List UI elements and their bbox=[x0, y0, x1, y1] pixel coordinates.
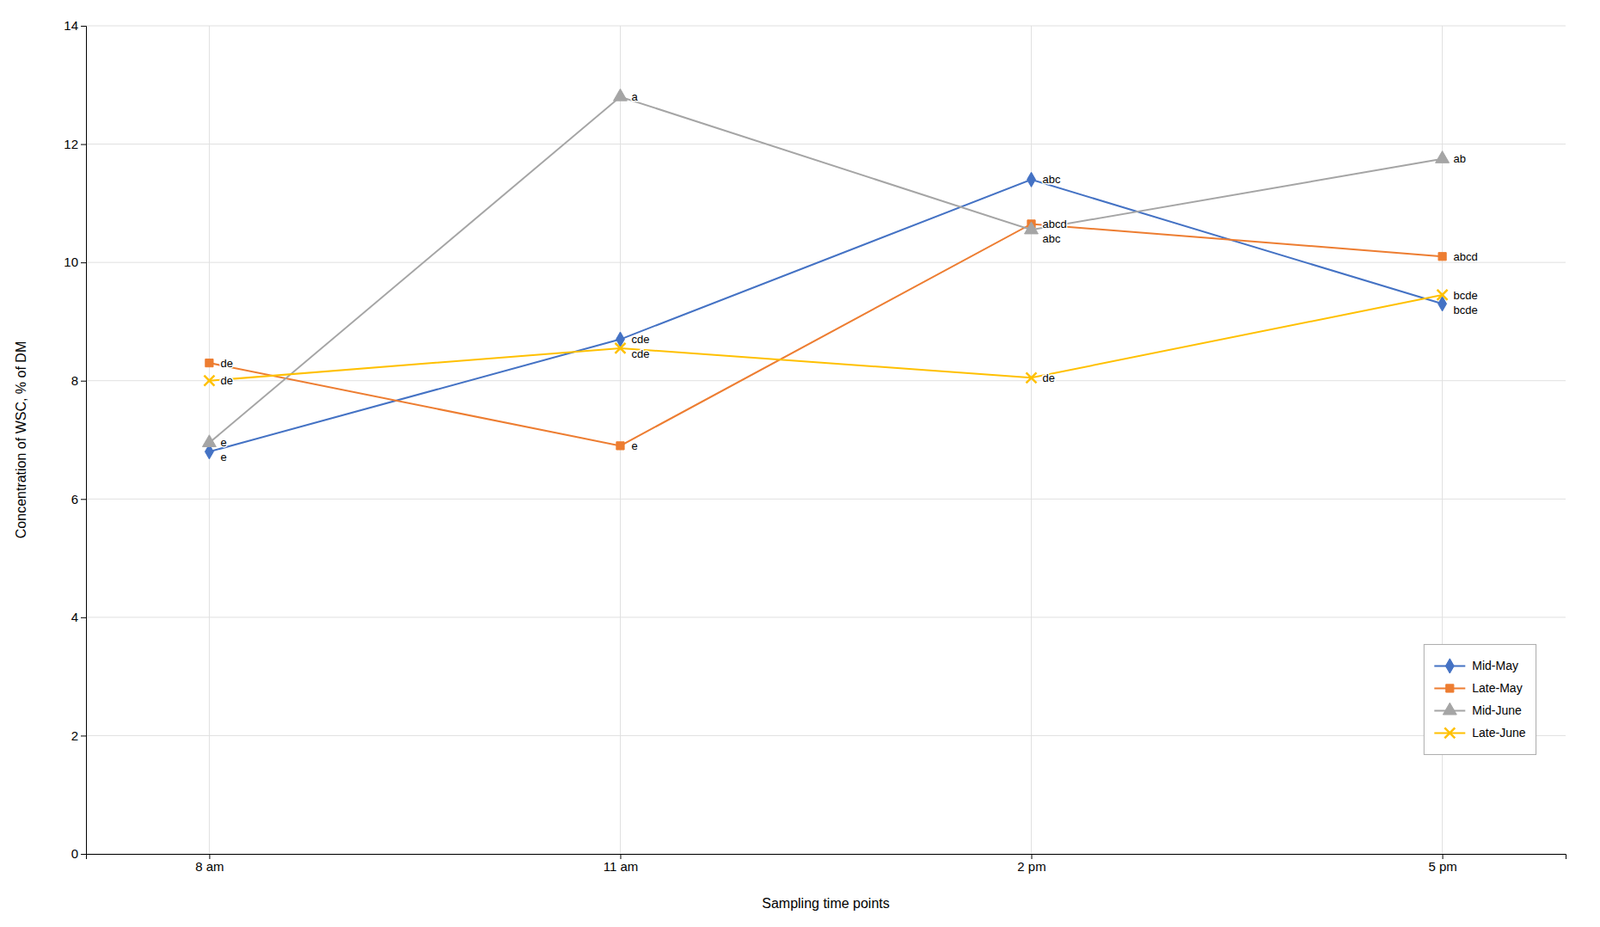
tick-label: 2 bbox=[71, 728, 79, 743]
legend: Mid-May Late-May Mid-June Late-June bbox=[1423, 643, 1536, 755]
tick-label: 11 am bbox=[603, 858, 639, 874]
tick-label: 8 bbox=[71, 373, 79, 388]
y-tick: 0 bbox=[71, 845, 86, 861]
tick-label: 2 pm bbox=[1017, 858, 1046, 874]
y-tick: 2 bbox=[71, 728, 86, 743]
x-axis: 8 am 11 am 2 pm 5 pm bbox=[86, 853, 1567, 874]
legend-label: Late-June bbox=[1471, 725, 1526, 740]
annotations: dedeeeacdecdeeabcabcdabcdeababcdbcdebcde bbox=[220, 90, 1478, 464]
annotation: de bbox=[220, 373, 233, 387]
annotation: bcde bbox=[1453, 288, 1478, 302]
annotation: cde bbox=[631, 347, 650, 361]
point bbox=[1435, 151, 1450, 164]
series bbox=[205, 220, 1447, 450]
series bbox=[202, 88, 1449, 447]
series bbox=[203, 289, 1447, 387]
chart: 8 am11 am2 pm5 pm02468101214dedeeeacdecd… bbox=[0, 0, 1600, 927]
point bbox=[1437, 289, 1448, 301]
tick-mark bbox=[80, 144, 86, 146]
legend-marker bbox=[1445, 658, 1454, 674]
point bbox=[1024, 221, 1039, 234]
grid-line bbox=[85, 498, 1566, 500]
axis-domain bbox=[86, 854, 1567, 860]
x-tick: 2 pm bbox=[1017, 853, 1046, 874]
tick-mark bbox=[80, 25, 86, 27]
grid-line bbox=[85, 616, 1566, 618]
tick-label: 0 bbox=[71, 845, 79, 861]
point bbox=[203, 375, 215, 387]
y-tick: 4 bbox=[71, 609, 86, 625]
series bbox=[204, 171, 1447, 460]
grid-line bbox=[85, 143, 1566, 145]
point bbox=[613, 88, 628, 101]
tick-mark bbox=[80, 853, 86, 855]
annotation: e bbox=[220, 450, 227, 464]
point bbox=[202, 435, 216, 448]
y-tick: 8 bbox=[71, 373, 86, 388]
y-axis-title: Concentration of WSC, % of DM bbox=[13, 341, 29, 539]
annotation: abc bbox=[1042, 232, 1061, 246]
tick-label: 14 bbox=[63, 18, 79, 33]
annotation: cde bbox=[631, 332, 650, 346]
tick-label: 12 bbox=[63, 136, 79, 152]
annotation: e bbox=[220, 435, 227, 449]
annotation: abc bbox=[1042, 172, 1061, 186]
point bbox=[614, 343, 626, 354]
legend-label: Mid-June bbox=[1471, 703, 1522, 718]
y-tick: 6 bbox=[71, 491, 86, 507]
annotation: bcde bbox=[1453, 303, 1478, 317]
legend-frame bbox=[1423, 643, 1536, 755]
annotation: de bbox=[220, 356, 233, 370]
tick-label: 6 bbox=[71, 491, 79, 507]
grid-line bbox=[85, 262, 1566, 264]
y-axis: 0 2 4 6 8 10 12 14 bbox=[63, 18, 86, 861]
annotation: abcd bbox=[1042, 217, 1067, 231]
annotation: de bbox=[1042, 371, 1055, 385]
grid-line bbox=[85, 25, 1566, 27]
annotation: ab bbox=[1453, 152, 1466, 166]
axis-domain bbox=[80, 26, 87, 855]
point bbox=[1026, 372, 1037, 383]
grid-line bbox=[1030, 25, 1032, 854]
legend-marker bbox=[1446, 684, 1454, 693]
point bbox=[205, 358, 214, 367]
tick-label: 10 bbox=[63, 254, 79, 270]
annotation: abcd bbox=[1453, 250, 1478, 264]
tick-mark bbox=[80, 498, 86, 500]
grid-line bbox=[619, 25, 621, 854]
legend-marker bbox=[1442, 702, 1457, 715]
legend-marker bbox=[1444, 727, 1455, 738]
grid-line bbox=[85, 735, 1566, 736]
y-tick: 14 bbox=[63, 18, 86, 33]
tick-mark bbox=[80, 262, 86, 264]
tick-label: 5 pm bbox=[1428, 858, 1457, 874]
tick-mark bbox=[80, 735, 86, 736]
y-tick: 12 bbox=[63, 136, 86, 152]
x-tick: 8 am bbox=[195, 853, 224, 874]
marks bbox=[202, 88, 1449, 459]
x-tick: 5 pm bbox=[1428, 853, 1457, 874]
plot: 8 am11 am2 pm5 pm02468101214dedeeeacdecd… bbox=[63, 18, 1566, 873]
point bbox=[1438, 252, 1447, 261]
line bbox=[208, 294, 1442, 381]
line bbox=[208, 97, 1442, 443]
y-tick: 10 bbox=[63, 254, 86, 270]
legend-label: Mid-May bbox=[1471, 658, 1519, 673]
tick-label: 4 bbox=[71, 609, 79, 625]
x-axis-title: Sampling time points bbox=[761, 895, 890, 911]
legend-label: Late-May bbox=[1471, 680, 1522, 695]
line bbox=[208, 179, 1442, 452]
tick-mark bbox=[80, 380, 86, 382]
point bbox=[1027, 171, 1037, 187]
tick-mark bbox=[80, 617, 86, 619]
x-tick: 11 am bbox=[603, 853, 639, 874]
line bbox=[208, 223, 1442, 446]
point bbox=[616, 441, 625, 450]
annotation: a bbox=[631, 90, 638, 104]
annotation: e bbox=[631, 439, 638, 453]
grid bbox=[85, 25, 1566, 854]
grid-line bbox=[85, 380, 1566, 381]
tick-label: 8 am bbox=[195, 858, 224, 874]
